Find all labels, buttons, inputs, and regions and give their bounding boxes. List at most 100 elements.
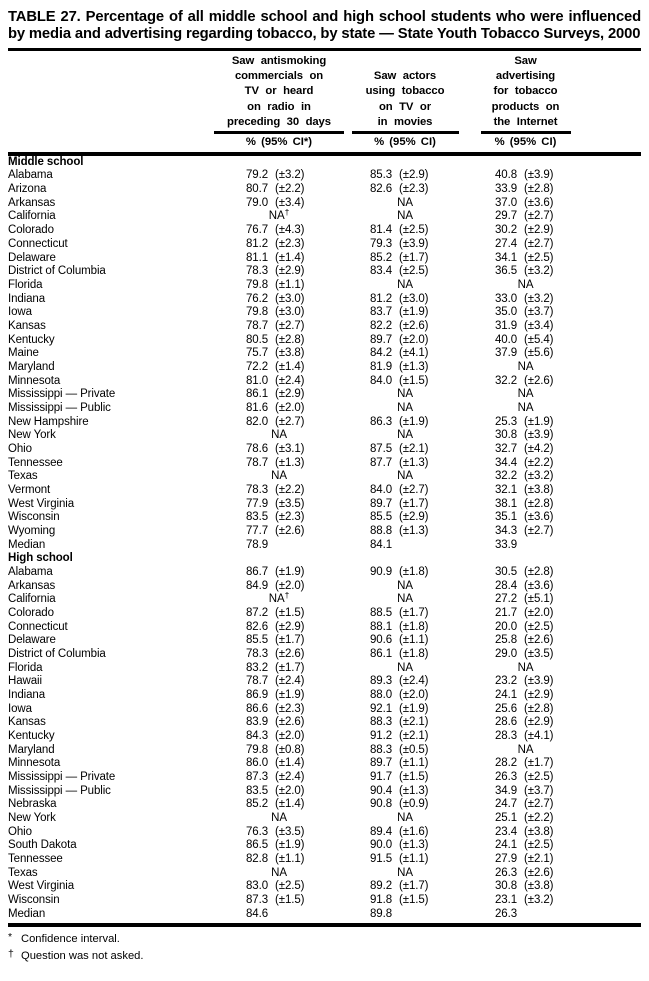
ci-value: (±2.9) xyxy=(275,620,305,633)
na-value: NA xyxy=(517,388,534,401)
ci-value: (±2.5) xyxy=(399,224,429,237)
column-headers: Saw antismoking commercials on TV or heard… xyxy=(8,54,641,134)
percent-value: 91.7 xyxy=(370,771,392,784)
percent-value: 32.2 xyxy=(495,374,517,387)
table-row: Hawaii 78.7 (±2.4) 89.3 (±2.4) 23.2 (±3.9) xyxy=(8,675,641,689)
ci-value: (±3.9) xyxy=(524,429,554,442)
ci-value: (±2.6) xyxy=(275,716,305,729)
na-value: NA xyxy=(397,661,413,674)
percent-value: 90.8 xyxy=(370,798,392,811)
table-row: Iowa 79.8 (±3.0) 83.7 (±1.9) 35.0 (±3.7) xyxy=(8,306,641,320)
percent-value: 88.8 xyxy=(370,524,392,537)
percent-value: 87.3 xyxy=(246,894,268,907)
ci-value: (±3.6) xyxy=(524,579,554,592)
percent-value: 40.8 xyxy=(495,169,517,182)
na-value: NA xyxy=(397,593,413,606)
ci-value: (±2.5) xyxy=(524,251,554,264)
footnote-text: Confidence interval. xyxy=(21,932,120,945)
percent-value: 28.2 xyxy=(495,757,517,770)
ci-value: (±2.3) xyxy=(275,237,305,250)
percent-value: 33.9 xyxy=(495,183,517,196)
column-header-actors: Saw actors using tobacco on TV or in movies xyxy=(346,69,464,134)
table-body: Middle school Alabama 79.2 (±3.2) 85.3 (±2.9)… xyxy=(8,156,641,922)
column-header-line: for tobacco xyxy=(493,85,558,98)
state-cell: Florida xyxy=(8,278,43,291)
na-value: NA xyxy=(271,429,287,442)
percent-value: 25.8 xyxy=(495,634,517,647)
ci-value: (±1.5) xyxy=(275,894,305,907)
percent-value: 88.3 xyxy=(370,716,392,729)
table-row: Mississippi — Private 86.1 (±2.9) NA NA xyxy=(8,388,641,402)
ci-value: (±3.7) xyxy=(524,784,554,797)
column-header-lines: Saw antismoking commercials on TV or heard… xyxy=(212,54,346,130)
percent-value: 35.0 xyxy=(495,306,517,319)
ci-value: (±2.3) xyxy=(275,702,305,715)
column-header-line: on TV or xyxy=(378,100,431,113)
percent-value: 86.1 xyxy=(370,647,392,660)
percent-value: 20.0 xyxy=(495,620,517,633)
ci-value: (±3.2) xyxy=(524,292,554,305)
percent-value: 82.8 xyxy=(246,853,268,866)
percent-value: 84.0 xyxy=(370,374,392,387)
ci-value: (±2.9) xyxy=(524,224,554,237)
ci-value: (±1.5) xyxy=(275,606,305,619)
ci-value: (±1.1) xyxy=(399,757,429,770)
state-cell: Texas xyxy=(8,866,38,879)
percent-value: 30.8 xyxy=(495,429,517,442)
percent-value: 91.8 xyxy=(370,894,392,907)
footnote-line: * Confidence interval. xyxy=(8,930,641,947)
percent-value: 85.5 xyxy=(370,511,392,524)
percent-value: 24.1 xyxy=(495,839,517,852)
ci-value: (±2.6) xyxy=(275,647,305,660)
percent-value: 77.7 xyxy=(246,524,268,537)
percent-value: 76.7 xyxy=(246,224,268,237)
table-row: Nebraska 85.2 (±1.4) 90.8 (±0.9) 24.7 (±2.7) xyxy=(8,798,641,812)
ci-value: (±2.0) xyxy=(275,730,305,743)
ci-value: (±3.5) xyxy=(524,647,554,660)
ci-value: (±4.1) xyxy=(524,730,554,743)
percent-value: 84.3 xyxy=(246,730,268,743)
title-rule xyxy=(8,47,641,51)
ci-value: (±2.5) xyxy=(524,839,554,852)
section-header-row: High school xyxy=(8,552,641,566)
column-header-line: Saw actors xyxy=(373,70,437,83)
state-cell: Delaware xyxy=(8,251,56,264)
percent-value: 78.3 xyxy=(246,265,268,278)
state-cell: Mississippi — Private xyxy=(8,771,116,784)
table-title: TABLE 27. Percentage of all middle schoo… xyxy=(8,9,641,43)
percent-value: 80.5 xyxy=(246,333,268,346)
ci-value: (±1.8) xyxy=(399,565,429,578)
percent-value: 91.2 xyxy=(370,730,392,743)
header-rule xyxy=(8,151,641,156)
ci-value: (±2.2) xyxy=(524,456,554,469)
footnote-line: † Question was not asked. xyxy=(8,947,641,964)
percent-value: 79.0 xyxy=(246,196,268,209)
percent-value: 75.7 xyxy=(246,347,268,360)
ci-value: (±3.9) xyxy=(399,237,429,250)
ci-value: (±1.3) xyxy=(399,839,429,852)
state-cell: Minnesota xyxy=(8,374,61,387)
percent-value: 30.8 xyxy=(495,880,517,893)
ci-value: (±0.9) xyxy=(399,798,429,811)
percent-value: 86.5 xyxy=(246,839,268,852)
ci-value: (±2.9) xyxy=(399,511,429,524)
state-cell: Arkansas xyxy=(8,196,56,209)
percent-value: 90.0 xyxy=(370,839,392,852)
percent-value: 86.1 xyxy=(246,388,268,401)
state-cell: Iowa xyxy=(8,306,32,319)
percent-value: 86.9 xyxy=(246,689,268,701)
percent-value: 91.5 xyxy=(370,853,392,866)
table-row: Connecticut 81.2 (±2.3) 79.3 (±3.9) 27.4 (±2.7… xyxy=(8,238,641,252)
percent-value: 90.4 xyxy=(370,784,392,797)
median-row: Median 84.6 89.8 26.3 xyxy=(8,908,641,922)
percent-value: 27.9 xyxy=(495,853,517,866)
percent-value: 83.2 xyxy=(246,661,268,674)
state-cell: Mississippi — Public xyxy=(8,401,111,414)
ci-value: (±1.4) xyxy=(275,251,305,264)
table-row: Arizona 80.7 (±2.2) 82.6 (±2.3) 33.9 (±2.8) xyxy=(8,183,641,197)
ci-value: (±2.8) xyxy=(524,702,554,715)
ci-value: (±1.7) xyxy=(524,757,554,770)
state-cell: Arkansas xyxy=(8,579,56,592)
column-header-lines: Saw advertising for tobacco products on the … xyxy=(464,54,587,130)
ci-value: (±1.1) xyxy=(399,634,429,647)
